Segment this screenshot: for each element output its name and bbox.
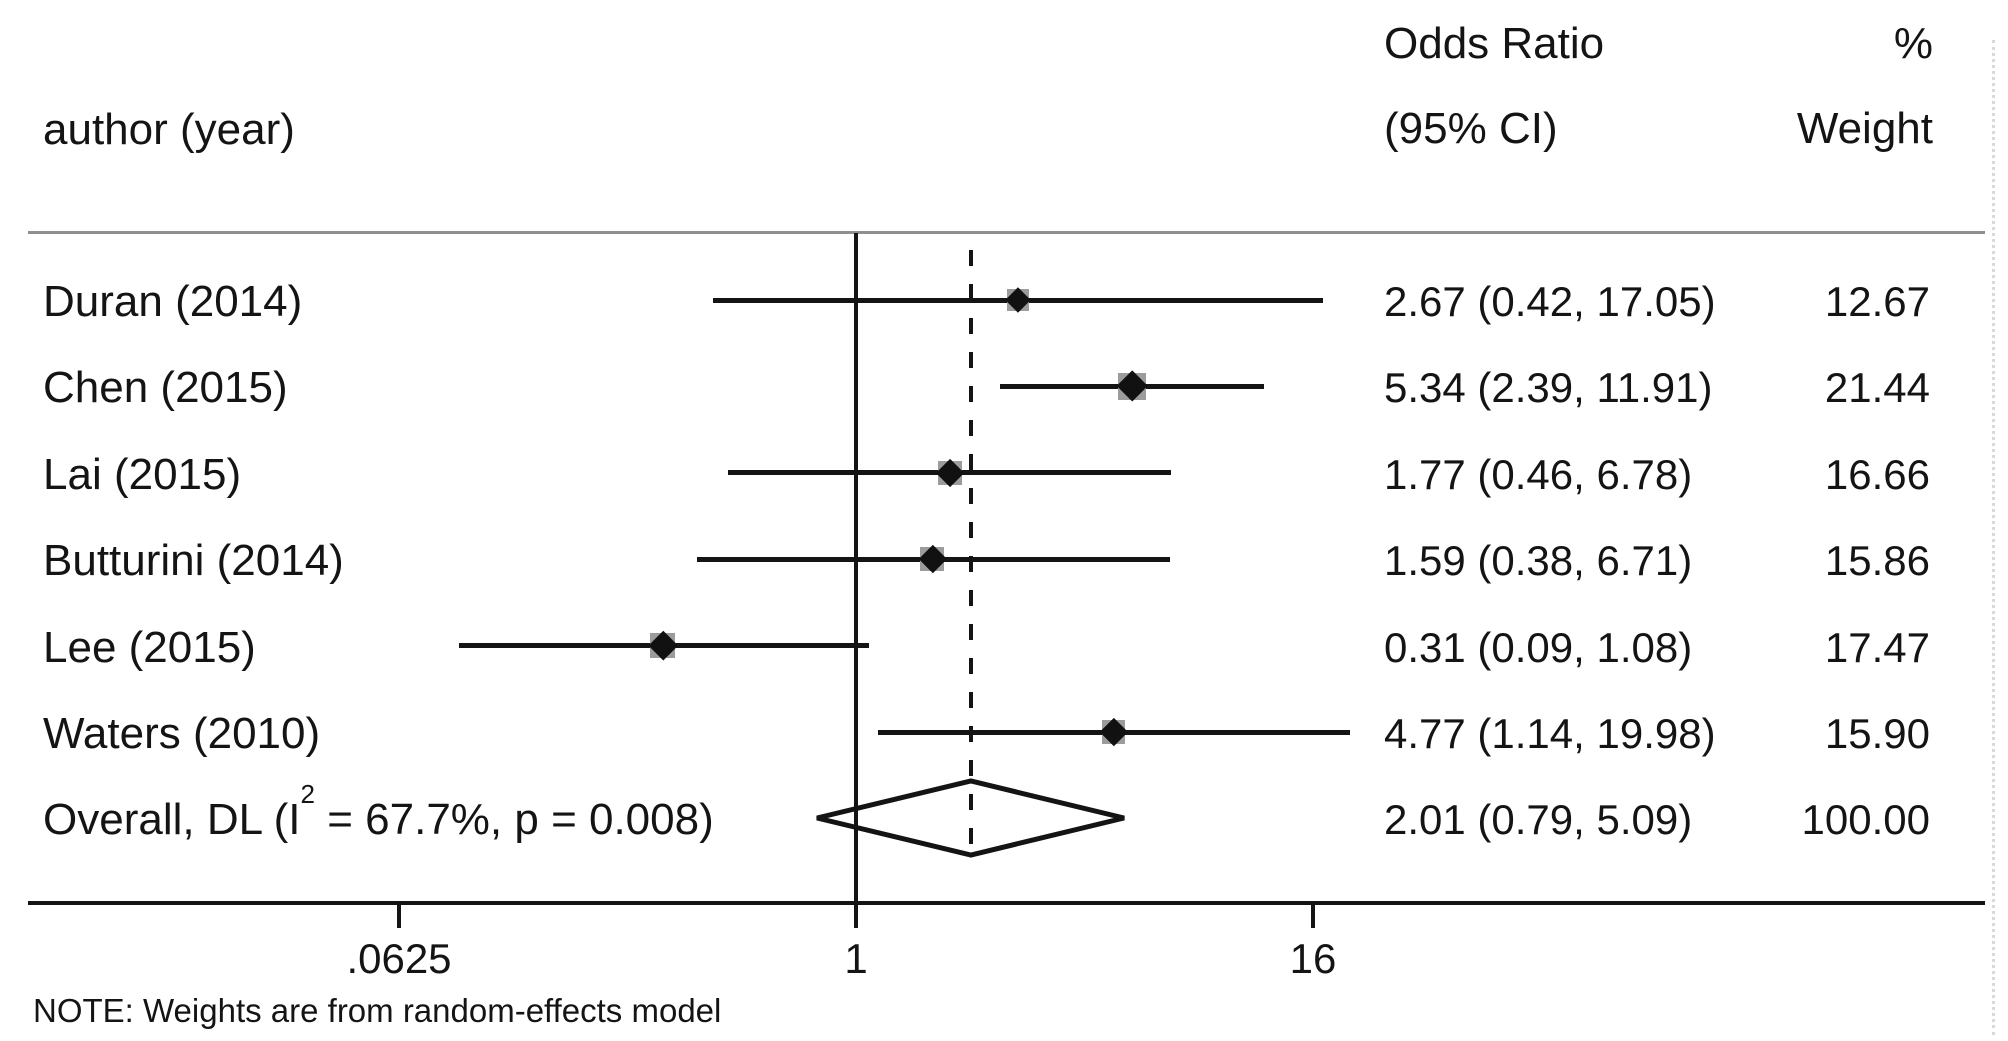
null-effect-line	[854, 233, 858, 903]
weight-column-header-line1: %	[1893, 19, 1933, 68]
study-label: Lee (2015)	[43, 622, 256, 672]
or-ci-value: 1.59 (0.38, 6.71)	[1384, 537, 1693, 585]
or-ci-value: 0.31 (0.09, 1.08)	[1384, 623, 1693, 671]
overall-label: Overall, DL (I2 = 67.7%, p = 0.008)	[43, 778, 714, 845]
weight-value: 15.90	[1824, 710, 1930, 757]
or-ci-value: 2.67 (0.42, 17.05)	[1384, 278, 1716, 325]
random-effects-note: NOTE: Weights are from random-effects mo…	[33, 992, 722, 1029]
x-axis-line	[28, 901, 1985, 905]
header-separator-rule	[28, 231, 1985, 234]
weight-value: 16.66	[1824, 450, 1930, 498]
effect-column-header-line2: (95% CI)	[1384, 104, 1558, 153]
overall-estimate-dashed-line	[969, 250, 973, 856]
study-label: Waters (2010)	[43, 709, 321, 758]
x-axis-tick	[854, 903, 858, 928]
right-edge-scan-artifact	[1992, 40, 1995, 1035]
study-label: Butturini (2014)	[43, 536, 344, 586]
weight-column-header-line2: Weight	[1796, 104, 1933, 153]
study-label: Duran (2014)	[43, 277, 303, 326]
overall-or-ci-value: 2.01 (0.79, 5.09)	[1384, 796, 1693, 844]
x-axis-tick-label: 16	[1289, 935, 1337, 982]
overall-diamond-outline	[816, 778, 1125, 858]
overall-diamond	[816, 778, 1125, 858]
effect-column-header-line1: Odds Ratio	[1384, 19, 1605, 68]
study-label: Lai (2015)	[43, 449, 242, 499]
or-ci-value: 4.77 (1.14, 19.98)	[1384, 710, 1716, 757]
weight-value: 15.86	[1824, 537, 1930, 585]
or-ci-value: 1.77 (0.46, 6.78)	[1384, 450, 1693, 498]
overall-weight-value: 100.00	[1801, 796, 1930, 844]
weight-value: 17.47	[1824, 623, 1930, 671]
x-axis-tick	[1311, 903, 1315, 928]
author-column-header: author (year)	[43, 105, 295, 154]
or-ci-value: 5.34 (2.39, 11.91)	[1384, 364, 1713, 412]
study-label: Chen (2015)	[43, 363, 288, 413]
weight-value: 21.44	[1824, 364, 1930, 412]
x-axis-tick-label: .0625	[346, 935, 452, 982]
x-axis-tick-label: 1	[844, 935, 868, 982]
x-axis-tick	[397, 903, 401, 928]
weight-value: 12.67	[1824, 278, 1930, 325]
i-squared-superscript: 2	[300, 778, 316, 809]
